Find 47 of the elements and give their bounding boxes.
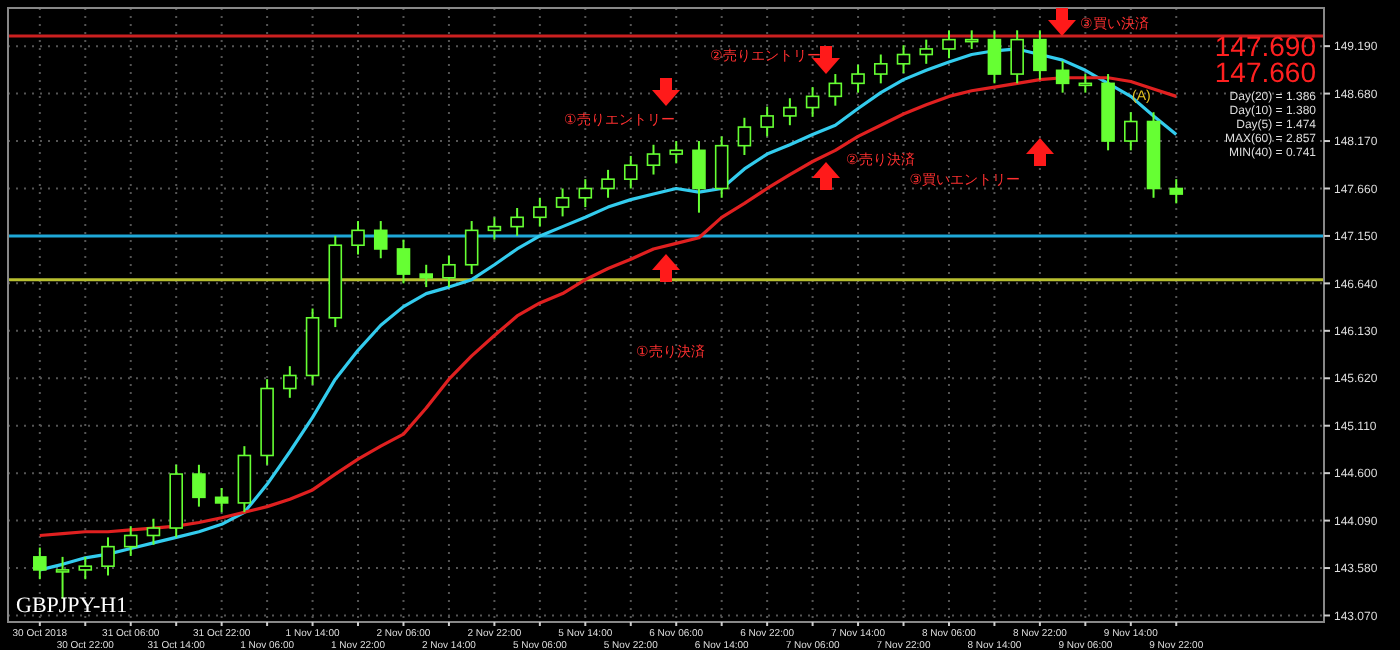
candlestick xyxy=(101,536,115,577)
candlestick xyxy=(214,487,229,514)
annotation: 147.690 xyxy=(1214,30,1317,62)
candlestick xyxy=(578,178,593,209)
candlestick xyxy=(919,38,934,65)
candlestick xyxy=(487,216,502,241)
candlestick xyxy=(896,44,911,75)
candlestick xyxy=(783,97,797,127)
candlestick xyxy=(55,555,70,600)
candlestick xyxy=(78,555,93,581)
candlestick xyxy=(601,168,615,199)
candlestick xyxy=(373,220,388,260)
candlestick xyxy=(396,238,411,285)
candlestick xyxy=(873,53,888,85)
candlestick xyxy=(760,105,774,138)
candlestick xyxy=(123,525,138,557)
candlestick xyxy=(33,546,47,581)
candlestick xyxy=(942,29,956,60)
candlestick xyxy=(692,140,706,214)
candlestick xyxy=(146,517,161,546)
candlestick xyxy=(851,63,865,94)
text: GBPJPY-H1 xyxy=(16,594,128,618)
candlestick xyxy=(714,135,729,199)
candlestick xyxy=(1055,60,1070,94)
candlestick xyxy=(510,207,524,237)
candlestick xyxy=(533,196,547,228)
candlestick xyxy=(1124,111,1138,152)
candlestick xyxy=(351,220,365,256)
candlestick xyxy=(237,445,252,514)
candlestick xyxy=(1010,29,1024,85)
candlestick xyxy=(442,254,456,289)
candlestick xyxy=(987,29,1002,85)
annotation: 147.660 xyxy=(1214,56,1317,88)
candlestick xyxy=(1033,29,1047,81)
candlestick xyxy=(646,143,661,176)
candlestick xyxy=(737,116,752,156)
candlestick xyxy=(555,187,570,218)
candlestick xyxy=(964,29,979,50)
candlestick xyxy=(828,73,843,107)
candlestick xyxy=(669,140,684,165)
candlestick xyxy=(283,365,297,399)
candlestick xyxy=(623,154,638,190)
candlestick xyxy=(805,86,820,118)
candlestick xyxy=(419,263,434,289)
candlestick xyxy=(192,463,206,508)
candlestick xyxy=(464,220,479,276)
candlestick xyxy=(1169,178,1184,205)
